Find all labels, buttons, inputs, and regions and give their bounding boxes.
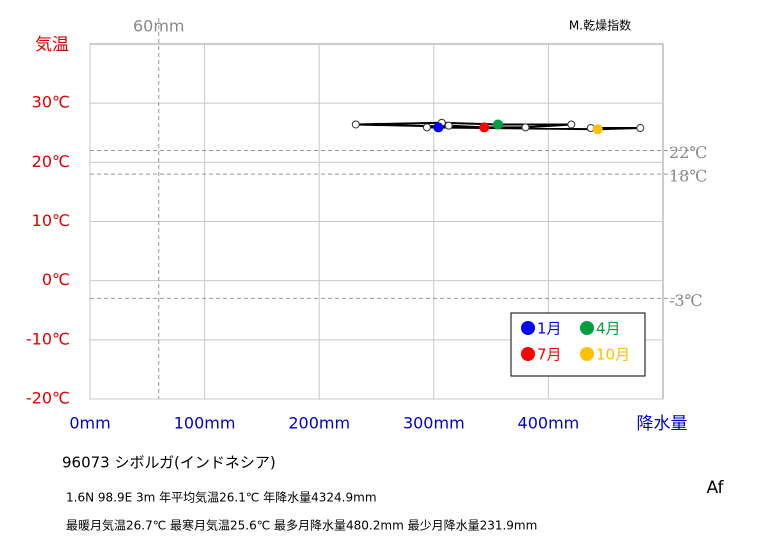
index-label: M.乾燥指数 xyxy=(569,18,631,33)
month-point xyxy=(351,120,360,129)
y-tick-label: 30℃ xyxy=(32,93,70,112)
month-point xyxy=(492,119,503,130)
legend-label: 7月 xyxy=(537,346,562,364)
station: 96073 シボルガ(インドネシア) xyxy=(62,454,276,472)
y-tick-label: 10℃ xyxy=(32,211,70,230)
reference-label: 22℃ xyxy=(669,143,707,162)
month-point xyxy=(567,120,576,129)
legend-marker xyxy=(580,321,594,335)
info-line: 1.6N 98.9E 3m 年平均気温26.1℃ 年降水量4324.9mm xyxy=(66,490,377,505)
y-axis-label: 気温 xyxy=(35,35,69,55)
y-tick-label: 0℃ xyxy=(42,270,70,289)
legend-label: 4月 xyxy=(596,320,621,338)
x-axis-label: 降水量 xyxy=(637,414,688,434)
month-point xyxy=(521,123,530,132)
y-tick-label: 20℃ xyxy=(32,152,70,171)
month-point xyxy=(444,121,453,130)
legend-marker xyxy=(521,347,535,361)
y-tick-label: -20℃ xyxy=(26,389,70,408)
y-tick-label: -10℃ xyxy=(26,329,70,348)
x-tick-label: 100mm xyxy=(174,414,236,433)
month-point xyxy=(479,122,490,133)
legend-label: 10月 xyxy=(596,346,630,364)
reference-label: 60mm xyxy=(133,17,185,36)
x-tick-label: 400mm xyxy=(518,414,580,433)
month-point xyxy=(592,124,603,135)
legend-marker xyxy=(580,347,594,361)
climate-class: Af xyxy=(706,478,724,498)
x-tick-label: 200mm xyxy=(288,414,350,433)
info-line: 最暖月気温26.7℃ 最寒月気温25.6℃ 最多月降水量480.2mm 最少月降… xyxy=(66,518,537,533)
legend-marker xyxy=(521,321,535,335)
month-point xyxy=(636,124,645,133)
x-tick-label: 0mm xyxy=(69,414,110,433)
reference-label: -3℃ xyxy=(669,291,702,310)
month-point xyxy=(422,123,431,132)
legend-label: 1月 xyxy=(537,320,562,338)
x-tick-label: 300mm xyxy=(403,414,465,433)
reference-label: 18℃ xyxy=(669,167,707,186)
month-point xyxy=(433,122,444,133)
climate-line xyxy=(355,121,641,131)
